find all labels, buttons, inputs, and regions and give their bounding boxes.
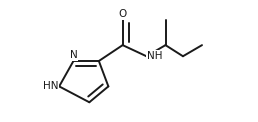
- Text: HN: HN: [43, 81, 58, 91]
- Text: N: N: [70, 50, 77, 60]
- Text: NH: NH: [147, 51, 163, 61]
- Text: O: O: [118, 9, 127, 19]
